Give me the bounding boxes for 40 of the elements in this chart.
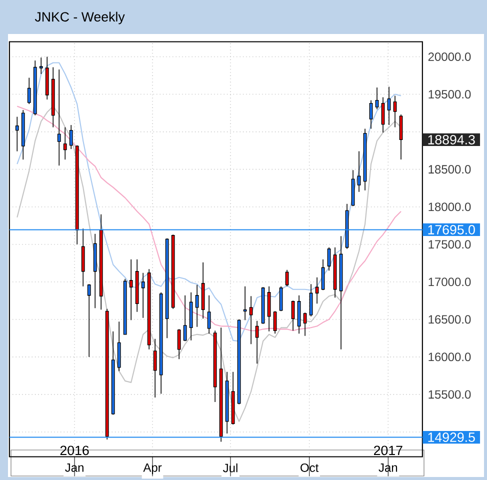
- candlestick: [273, 310, 277, 334]
- candlestick: [255, 320, 259, 364]
- candlestick: [243, 286, 247, 321]
- y-tick-label: 15500.0: [428, 390, 471, 399]
- candlestick: [177, 328, 181, 360]
- candlestick: [15, 116, 19, 152]
- text: 18894.3: [428, 135, 475, 144]
- candlestick: [393, 95, 397, 128]
- y-tick-label: 17500.0: [428, 240, 471, 249]
- ref-line-label: 17695.0: [428, 225, 475, 234]
- x-tick-label: Jul: [223, 463, 238, 472]
- y-tick-label: 16000.0: [428, 352, 471, 362]
- candlestick: [141, 272, 145, 318]
- y-tick-label: 17000.0: [428, 278, 471, 286]
- y-tick-label: 16500.0: [428, 315, 471, 324]
- candlestick: [357, 150, 361, 192]
- candlestick: [249, 296, 253, 345]
- candlestick: [183, 294, 187, 342]
- y-tick-label: 19500.0: [428, 90, 471, 99]
- candlestick: [39, 57, 43, 74]
- candlestick: [375, 87, 379, 110]
- y-tick-label: 18500.0: [428, 165, 471, 174]
- candlestick: [69, 124, 73, 150]
- chart-title: JNKC - Weekly: [34, 12, 125, 24]
- y-tick-label: 20000.0: [428, 52, 471, 62]
- candlestick: [195, 284, 199, 328]
- line-series: [16, 106, 402, 422]
- candlestick: [63, 126, 67, 160]
- candlestick: [57, 69, 61, 166]
- candlestick: [129, 258, 133, 321]
- candlestick: [153, 338, 157, 398]
- x2-tick-label: 2016: [60, 446, 89, 456]
- candlestick: [87, 284, 91, 358]
- ref-line-label: 14929.5: [428, 432, 475, 442]
- candlestick: [303, 312, 307, 336]
- candlestick: [285, 269, 289, 287]
- y-tick-label: 18000.0: [428, 202, 471, 212]
- candlestick: [207, 294, 211, 334]
- x2-tick-label: 2017: [374, 446, 402, 456]
- candlestick: [27, 77, 31, 104]
